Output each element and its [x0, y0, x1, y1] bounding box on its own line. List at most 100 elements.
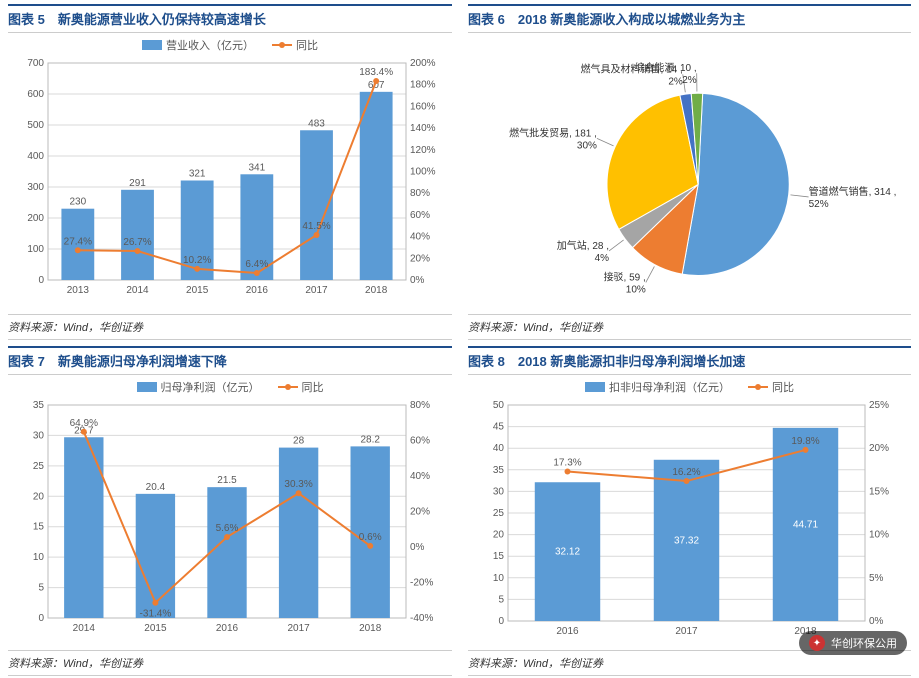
svg-text:40%: 40% — [410, 471, 430, 482]
svg-text:管道燃气销售, 314 ,: 管道燃气销售, 314 , — [809, 185, 897, 198]
svg-text:2018: 2018 — [365, 285, 388, 296]
svg-text:2014: 2014 — [73, 623, 96, 634]
svg-text:291: 291 — [129, 178, 146, 189]
chart7-title: 图表 7 新奥能源归母净利润增速下降 — [8, 354, 227, 369]
svg-text:140%: 140% — [410, 123, 436, 134]
svg-text:30%: 30% — [577, 140, 597, 151]
svg-text:10%: 10% — [626, 284, 646, 295]
svg-text:32.12: 32.12 — [555, 547, 580, 558]
svg-text:2016: 2016 — [556, 626, 579, 637]
svg-text:2014: 2014 — [126, 285, 149, 296]
svg-text:综合能源, 10 ,: 综合能源, 10 , — [634, 61, 696, 74]
chart-grid: 图表 5 新奥能源营业收入仍保持较高速增长 营业收入（亿元） 同比 010020… — [0, 0, 919, 667]
svg-text:80%: 80% — [410, 188, 430, 199]
svg-text:37.32: 37.32 — [674, 535, 699, 546]
svg-text:30: 30 — [33, 430, 45, 441]
watermark-icon: ✦ — [809, 635, 825, 651]
svg-text:120%: 120% — [410, 145, 436, 156]
svg-text:5: 5 — [498, 594, 504, 605]
svg-text:17.3%: 17.3% — [553, 458, 581, 469]
svg-text:5%: 5% — [869, 573, 884, 584]
svg-text:50: 50 — [493, 400, 505, 411]
chart8-plot: 051015202530354045500%5%10%15%20%25%32.1… — [474, 399, 905, 644]
svg-text:100: 100 — [27, 244, 44, 255]
svg-text:16.2%: 16.2% — [672, 467, 700, 478]
svg-text:27.4%: 27.4% — [64, 236, 92, 247]
svg-text:700: 700 — [27, 58, 44, 69]
svg-text:41.5%: 41.5% — [302, 221, 330, 232]
svg-text:30.3%: 30.3% — [284, 479, 312, 490]
svg-text:52%: 52% — [809, 199, 829, 210]
svg-text:2018: 2018 — [359, 623, 382, 634]
svg-text:80%: 80% — [410, 400, 430, 411]
svg-text:2016: 2016 — [216, 623, 239, 634]
svg-text:2017: 2017 — [305, 285, 328, 296]
svg-text:20%: 20% — [410, 253, 430, 264]
chart6-source: 资料来源：Wind，华创证券 — [468, 315, 911, 340]
svg-text:10%: 10% — [869, 530, 889, 541]
svg-text:5: 5 — [38, 583, 44, 594]
svg-text:44.71: 44.71 — [793, 519, 818, 530]
svg-text:160%: 160% — [410, 101, 436, 112]
svg-text:19.8%: 19.8% — [791, 436, 819, 447]
line-swatch-icon — [278, 386, 298, 388]
chart5-legend: 营业收入（亿元） 同比 — [14, 37, 446, 53]
svg-text:加气站, 28 ,: 加气站, 28 , — [557, 239, 609, 252]
svg-text:26.7%: 26.7% — [123, 237, 151, 248]
chart6-title: 图表 6 2018 新奥能源收入构成以城燃业务为主 — [468, 12, 745, 27]
svg-text:2015: 2015 — [186, 285, 209, 296]
svg-text:10: 10 — [33, 552, 45, 563]
bar-swatch-icon — [585, 382, 605, 392]
svg-text:2017: 2017 — [675, 626, 698, 637]
svg-text:600: 600 — [27, 89, 44, 100]
svg-text:35: 35 — [493, 465, 505, 476]
svg-text:0%: 0% — [869, 616, 884, 627]
svg-text:2%: 2% — [668, 76, 683, 87]
chart8-legend: 扣非归母净利润（亿元） 同比 — [474, 379, 905, 395]
svg-text:2016: 2016 — [246, 285, 269, 296]
svg-text:-40%: -40% — [410, 613, 433, 624]
svg-text:0%: 0% — [410, 275, 425, 286]
svg-text:-31.4%: -31.4% — [140, 609, 172, 620]
svg-text:400: 400 — [27, 151, 44, 162]
svg-text:28.2: 28.2 — [360, 434, 380, 445]
svg-text:21.5: 21.5 — [217, 475, 237, 486]
svg-text:180%: 180% — [410, 80, 436, 91]
svg-text:500: 500 — [27, 120, 44, 131]
svg-text:0.6%: 0.6% — [359, 532, 382, 543]
panel-chart8: 图表 8 2018 新奥能源扣非归母净利润增长加速 扣非归母净利润（亿元） 同比… — [460, 342, 919, 678]
svg-text:2013: 2013 — [67, 285, 90, 296]
svg-text:25: 25 — [33, 461, 45, 472]
svg-text:15: 15 — [493, 551, 505, 562]
svg-text:60%: 60% — [410, 210, 430, 221]
watermark: ✦ 华创环保公用 — [799, 631, 907, 655]
svg-text:6.4%: 6.4% — [245, 259, 268, 270]
svg-text:2017: 2017 — [287, 623, 310, 634]
svg-text:183.4%: 183.4% — [359, 67, 393, 78]
svg-text:100%: 100% — [410, 167, 436, 178]
svg-text:0: 0 — [498, 616, 504, 627]
chart8-title: 图表 8 2018 新奥能源扣非归母净利润增长加速 — [468, 354, 745, 369]
watermark-text: 华创环保公用 — [831, 635, 897, 651]
svg-text:35: 35 — [33, 400, 45, 411]
svg-text:10.2%: 10.2% — [183, 255, 211, 266]
chart6-plot: 管道燃气销售, 314 ,52%接驳, 59 ,10%加气站, 28 ,4%燃气… — [474, 37, 905, 310]
chart7-legend: 归母净利润（亿元） 同比 — [14, 379, 446, 395]
svg-text:200%: 200% — [410, 58, 436, 69]
svg-text:40: 40 — [493, 443, 505, 454]
svg-text:5.6%: 5.6% — [216, 523, 239, 534]
svg-text:15%: 15% — [869, 486, 889, 497]
panel-chart7: 图表 7 新奥能源归母净利润增速下降 归母净利润（亿元） 同比 05101520… — [0, 342, 460, 678]
svg-text:接驳, 59 ,: 接驳, 59 , — [604, 270, 646, 283]
svg-text:40%: 40% — [410, 232, 430, 243]
svg-text:483: 483 — [308, 118, 325, 129]
svg-text:-20%: -20% — [410, 578, 433, 589]
svg-text:45: 45 — [493, 422, 505, 433]
chart5-source: 资料来源：Wind，华创证券 — [8, 315, 452, 340]
svg-text:321: 321 — [189, 168, 206, 179]
svg-text:2015: 2015 — [144, 623, 167, 634]
panel-chart5: 图表 5 新奥能源营业收入仍保持较高速增长 营业收入（亿元） 同比 010020… — [0, 0, 460, 342]
svg-text:230: 230 — [69, 197, 86, 208]
svg-text:64.9%: 64.9% — [70, 418, 98, 429]
panel-chart6: 图表 6 2018 新奥能源收入构成以城燃业务为主 管道燃气销售, 314 ,5… — [460, 0, 919, 342]
